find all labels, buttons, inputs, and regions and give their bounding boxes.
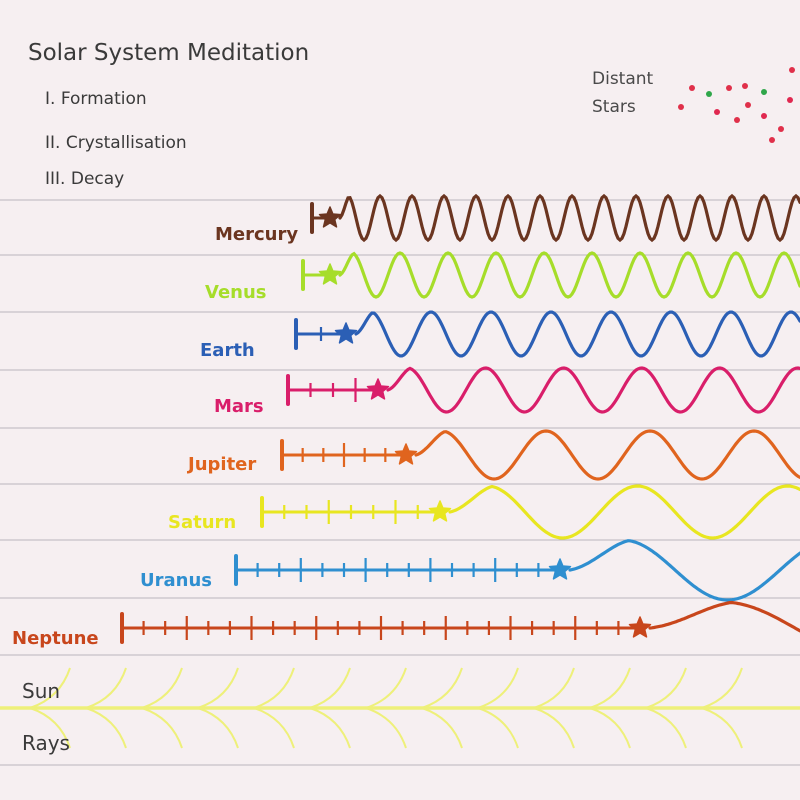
sun-ray-upper	[253, 667, 295, 709]
orbit-wave	[338, 193, 800, 243]
sun-ray-lower	[29, 707, 71, 749]
orbit-wave	[354, 310, 800, 358]
planet-row-earth: Earth	[200, 310, 800, 361]
planet-star-icon	[366, 378, 390, 400]
planet-star-icon	[628, 616, 652, 638]
orbit-wave	[648, 600, 800, 633]
sun-ray-lower	[141, 707, 183, 749]
planet-row-saturn: Saturn	[168, 484, 800, 540]
sun-ray-upper	[701, 667, 743, 709]
planet-label-mercury: Mercury	[215, 224, 298, 245]
distant-star-dot	[742, 83, 748, 89]
planet-label-saturn: Saturn	[168, 512, 236, 533]
planet-label-mars: Mars	[214, 396, 264, 417]
planet-label-uranus: Uranus	[140, 570, 212, 591]
planet-row-jupiter: Jupiter	[186, 429, 800, 481]
distant-star-dot	[789, 67, 795, 73]
orbit-wave	[386, 366, 800, 414]
distant-star-dot	[734, 117, 740, 123]
sun-ray-lower	[477, 707, 519, 749]
sun-ray-upper	[477, 667, 519, 709]
section-formation: I. Formation	[45, 89, 147, 109]
distant-star-dot	[769, 137, 775, 143]
sun-ray-lower	[701, 707, 743, 749]
distant-star-dot	[761, 89, 767, 95]
sun-ray-lower	[85, 707, 127, 749]
planet-row-venus: Venus	[205, 251, 800, 303]
sun-ray-lower	[365, 707, 407, 749]
distant-stars-label-2: Stars	[592, 97, 636, 117]
rays-label: Rays	[22, 731, 70, 755]
planet-label-neptune: Neptune	[12, 628, 99, 649]
distant-star-dot	[726, 85, 732, 91]
distant-star-dot	[714, 109, 720, 115]
sun-ray-lower	[645, 707, 687, 749]
planet-row-mars: Mars	[214, 366, 800, 417]
orbit-wave	[448, 484, 800, 540]
sun-ray-lower	[421, 707, 463, 749]
sun-ray-upper	[533, 667, 575, 709]
sun-ray-upper	[309, 667, 351, 709]
distant-stars-label-1: Distant	[592, 69, 654, 89]
sun-ray-upper	[645, 667, 687, 709]
distant-star-dot	[706, 91, 712, 97]
section-crystallisation: II. Crystallisation	[45, 133, 187, 153]
distant-star-dot	[745, 102, 751, 108]
sun-ray-lower	[253, 707, 295, 749]
planet-label-venus: Venus	[205, 282, 267, 303]
planet-star-icon	[334, 322, 358, 344]
sun-ray-lower	[197, 707, 239, 749]
planet-row-mercury: Mercury	[215, 193, 800, 245]
distant-star-dot	[689, 85, 695, 91]
section-decay: III. Decay	[45, 169, 124, 189]
planet-star-icon	[394, 443, 418, 465]
planet-row-uranus: Uranus	[140, 539, 800, 602]
distant-star-dot	[778, 126, 784, 132]
distant-star-dot	[678, 104, 684, 110]
sun-ray-lower	[533, 707, 575, 749]
planet-star-icon	[548, 558, 572, 580]
planet-star-icon	[318, 206, 342, 228]
sun-ray-upper	[421, 667, 463, 709]
orbit-wave	[568, 539, 800, 602]
sun-ray-upper	[197, 667, 239, 709]
planet-label-earth: Earth	[200, 340, 255, 361]
distant-star-dot	[761, 113, 767, 119]
distant-star-dot	[787, 97, 793, 103]
orbit-wave	[414, 429, 800, 481]
planet-star-icon	[428, 500, 452, 522]
sun-ray-upper	[29, 667, 71, 709]
sun-ray-lower	[309, 707, 351, 749]
sun-rays-drawing	[0, 667, 800, 749]
sun-ray-upper	[365, 667, 407, 709]
planet-rows: Mercury Venus Earth Mars Jupiter Saturn Uranus…	[12, 193, 800, 649]
sun-ray-upper	[589, 667, 631, 709]
sun-ray-upper	[141, 667, 183, 709]
page-title: Solar System Meditation	[28, 40, 309, 66]
planet-row-neptune: Neptune	[12, 600, 800, 649]
planet-star-icon	[318, 263, 342, 285]
distant-stars-dots	[678, 67, 795, 143]
sun-ray-upper	[85, 667, 127, 709]
orbit-wave	[338, 251, 800, 299]
planet-label-jupiter: Jupiter	[186, 454, 256, 475]
sun-label: Sun	[22, 679, 60, 703]
sun-ray-lower	[589, 707, 631, 749]
